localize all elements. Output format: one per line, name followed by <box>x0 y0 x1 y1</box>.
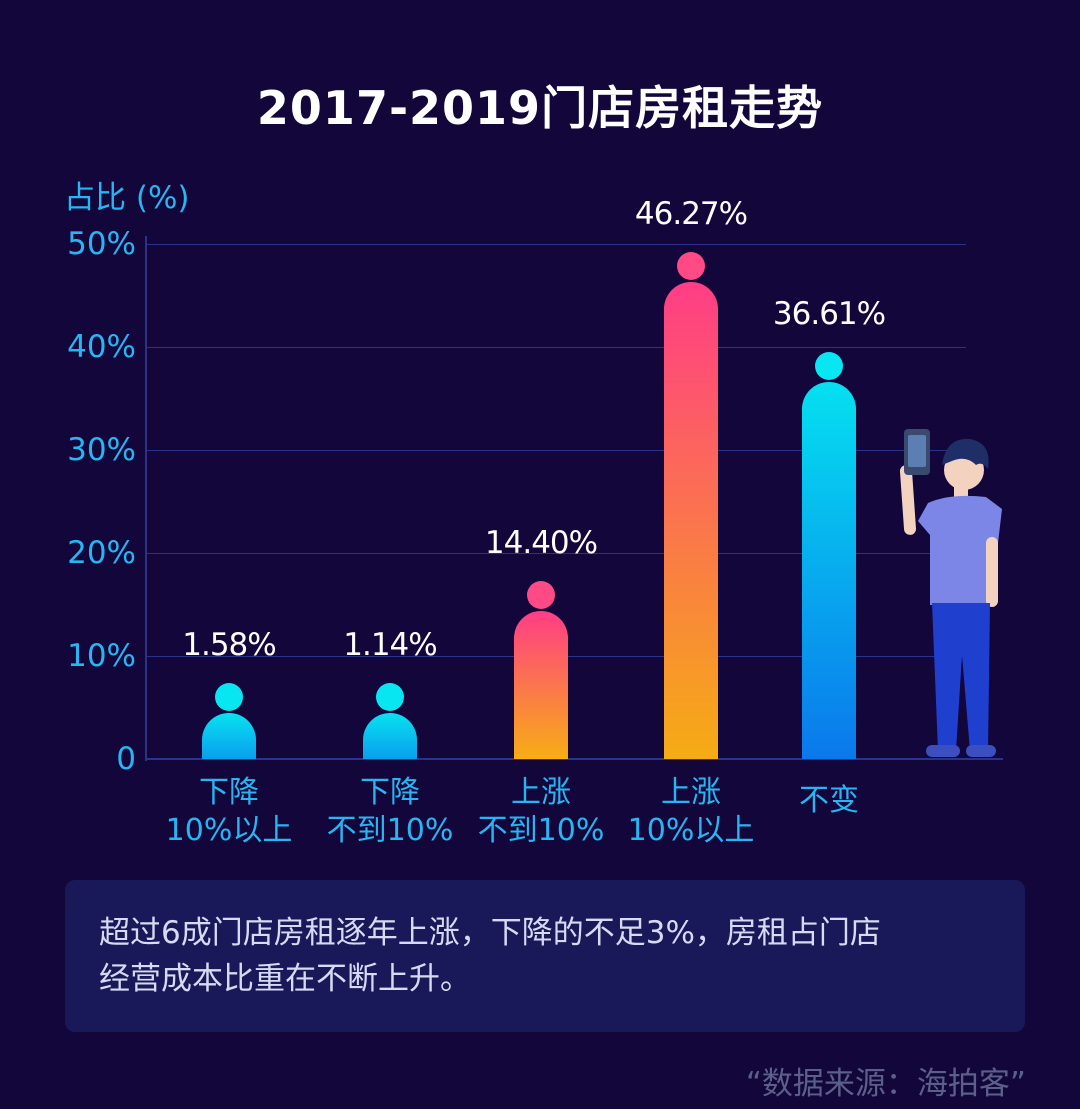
chart-title: 2017-2019门店房租走势 <box>256 81 824 135</box>
bar <box>514 610 568 759</box>
category-label: 下降 不到10% <box>305 774 475 850</box>
bar-head-dot <box>815 351 843 380</box>
y-axis-line <box>145 236 147 761</box>
summary-note: 超过6成门店房租逐年上涨，下降的不足3%，房租占门店 经营成本比重在不断上升。 <box>65 880 1025 1032</box>
bar <box>363 713 417 759</box>
category-label: 上涨 10%以上 <box>606 774 776 850</box>
gridline <box>147 553 966 554</box>
category-label-line: 下降 <box>199 775 259 810</box>
y-axis-label: 占比 (%) <box>64 180 190 216</box>
y-tick-label: 10% <box>67 638 136 674</box>
bar-head-dot <box>677 252 705 281</box>
value-label: 46.27% <box>634 196 748 233</box>
bar-head-dot <box>376 683 404 711</box>
y-tick-label: 50% <box>67 226 136 262</box>
data-source: “数据来源：海拍客” <box>745 1066 1026 1102</box>
category-label-line: 下降 <box>360 775 420 810</box>
category-label-line: 不到10% <box>477 813 605 848</box>
y-tick-label: 20% <box>67 535 136 571</box>
value-label: 14.40% <box>484 524 598 561</box>
category-label: 下降 10%以上 <box>144 774 314 850</box>
bar-head-dot <box>527 580 555 609</box>
x-axis-line <box>145 758 1003 760</box>
category-label-line: 上涨 <box>661 775 721 810</box>
category-label-line: 10%以上 <box>165 813 293 848</box>
y-tick-label: 30% <box>67 432 136 468</box>
category-label: 上涨 不到10% <box>456 774 626 850</box>
value-label: 1.58% <box>182 627 276 663</box>
bar <box>664 282 718 759</box>
summary-note-line: 超过6成门店房租逐年上涨，下降的不足3%，房租占门店 <box>99 915 881 951</box>
gridline <box>147 347 966 348</box>
person-with-phone-illustration <box>899 429 1002 757</box>
gridline <box>147 244 966 245</box>
value-label: 1.14% <box>343 627 437 663</box>
bar <box>802 381 856 759</box>
category-label-line: 不变 <box>799 783 859 818</box>
category-label-line: 不到10% <box>326 813 454 848</box>
y-tick-label: 40% <box>67 329 136 365</box>
category-label-line: 10%以上 <box>627 813 755 848</box>
y-tick-label: 0 <box>116 741 136 777</box>
gridline <box>147 450 966 451</box>
category-label-line: 上涨 <box>511 775 571 810</box>
bar-head-dot <box>215 683 243 711</box>
bar <box>202 713 256 759</box>
summary-note-line: 经营成本比重在不断上升。 <box>99 961 471 997</box>
category-label: 不变 <box>744 782 914 820</box>
value-label: 36.61% <box>772 295 886 332</box>
